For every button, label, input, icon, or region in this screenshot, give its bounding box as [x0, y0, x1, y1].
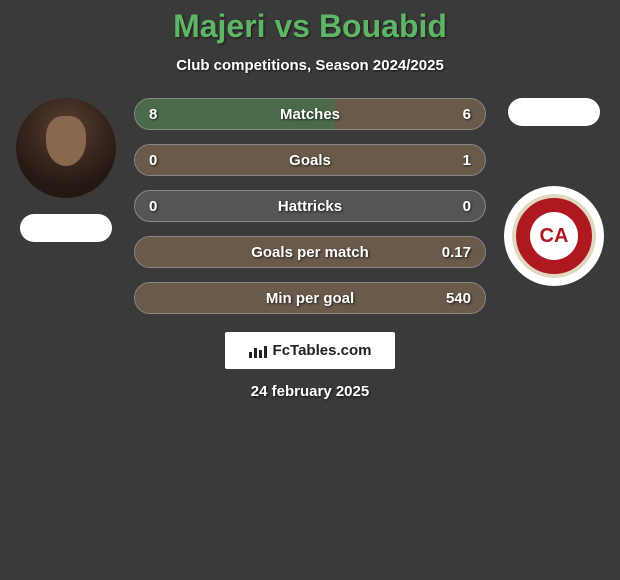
chart-icon — [249, 344, 267, 358]
stat-value-left: 0 — [149, 198, 157, 215]
main-row: 8 Matches 6 0 Goals 1 0 Hattricks 0 Goals per mat… — [0, 98, 620, 314]
stat-bar: 0 Goals 1 — [134, 144, 486, 176]
stats-list: 8 Matches 6 0 Goals 1 0 Hattricks 0 Goals per mat… — [134, 98, 486, 314]
stat-label: Min per goal — [266, 290, 354, 307]
stat-value-left: 8 — [149, 106, 157, 123]
watermark: FcTables.com — [225, 332, 396, 369]
player-right-column: CA — [494, 98, 614, 286]
stat-value-right: 1 — [463, 152, 471, 169]
stat-label: Matches — [280, 106, 340, 123]
stat-bar: Min per goal 540 — [134, 282, 486, 314]
player-left-flag — [20, 214, 112, 242]
stat-bar: 8 Matches 6 — [134, 98, 486, 130]
club-badge-text: CA — [539, 221, 569, 251]
stat-label: Goals — [289, 152, 331, 169]
stat-value-left: 0 — [149, 152, 157, 169]
watermark-text: FcTables.com — [273, 342, 372, 359]
club-badge: CA — [512, 194, 596, 278]
date: 24 february 2025 — [251, 383, 369, 400]
stat-bar: 0 Hattricks 0 — [134, 190, 486, 222]
stat-bar: Goals per match 0.17 — [134, 236, 486, 268]
comparison-card: Majeri vs Bouabid Club competitions, Sea… — [0, 0, 620, 400]
player-left-column — [6, 98, 126, 242]
stat-label: Hattricks — [278, 198, 342, 215]
subtitle: Club competitions, Season 2024/2025 — [176, 57, 444, 74]
stat-value-right: 540 — [446, 290, 471, 307]
stat-value-right: 0.17 — [442, 244, 471, 261]
player-left-avatar — [16, 98, 116, 198]
stat-label: Goals per match — [251, 244, 369, 261]
stat-value-right: 0 — [463, 198, 471, 215]
player-right-avatar: CA — [504, 186, 604, 286]
player-right-flag — [508, 98, 600, 126]
stat-value-right: 6 — [463, 106, 471, 123]
page-title: Majeri vs Bouabid — [173, 8, 447, 45]
